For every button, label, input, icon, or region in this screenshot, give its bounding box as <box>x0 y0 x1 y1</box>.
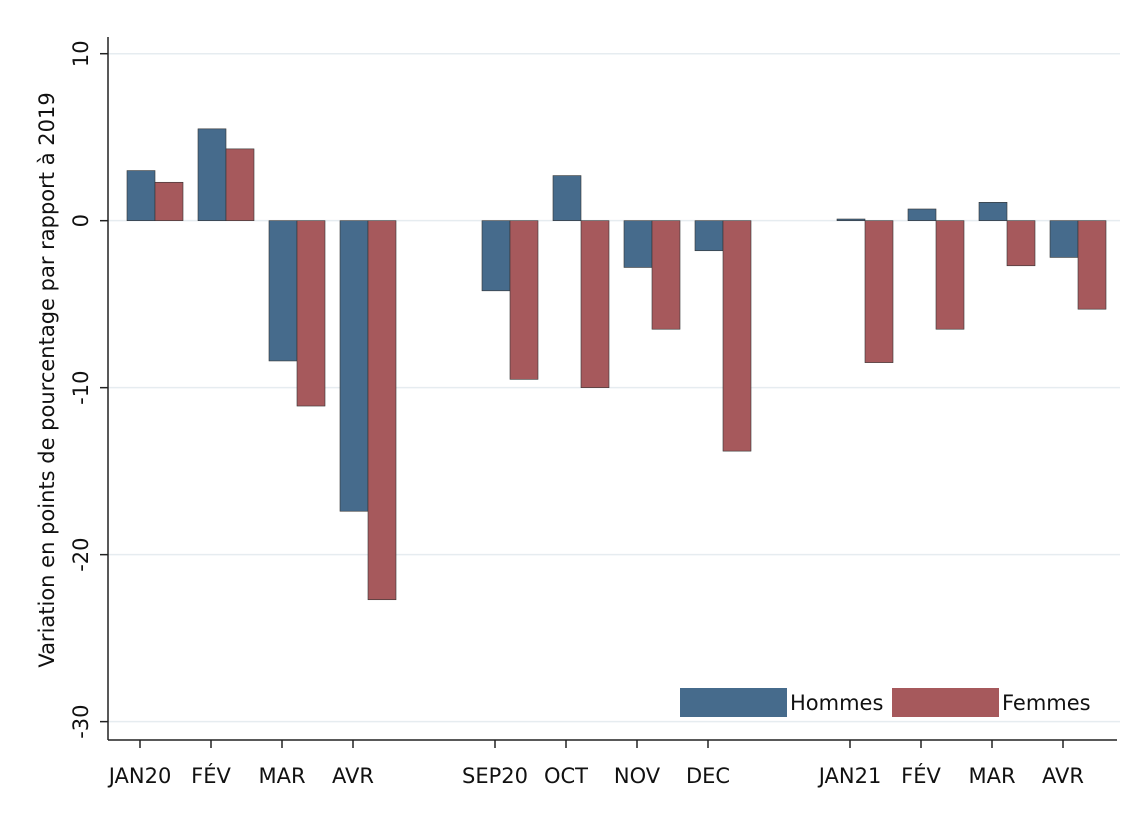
bar <box>296 220 326 407</box>
x-tick-label: SEP20 <box>462 764 528 788</box>
x-tick-label: AVR <box>332 764 374 788</box>
bar <box>509 220 539 380</box>
bar <box>978 202 1008 221</box>
bar <box>197 128 227 221</box>
bar <box>1049 220 1079 258</box>
bar <box>367 220 397 601</box>
bar <box>552 175 582 221</box>
bar <box>126 170 156 221</box>
bar <box>580 220 610 388</box>
bar <box>935 220 965 330</box>
bar <box>225 148 255 221</box>
y-tick-label: 10 <box>69 40 93 67</box>
x-tick-label: JAN20 <box>107 764 172 788</box>
y-tick-label: -10 <box>69 371 93 405</box>
y-tick-label: -30 <box>69 704 93 738</box>
bar <box>623 220 653 268</box>
x-tick-label: MAR <box>968 764 1015 788</box>
bar <box>694 220 724 252</box>
x-tick-label: FÉV <box>901 763 941 788</box>
x-tick-label: DEC <box>686 764 730 788</box>
bar <box>1006 220 1036 267</box>
bar <box>907 208 937 221</box>
x-tick-label: MAR <box>258 764 305 788</box>
y-tick-label: -20 <box>69 537 93 571</box>
x-tick-label: AVR <box>1042 764 1084 788</box>
x-tick-label: OCT <box>544 764 588 788</box>
x-tick-label: FÉV <box>191 763 231 788</box>
legend-swatch <box>892 688 999 717</box>
x-tick-label: NOV <box>614 764 661 788</box>
bar <box>651 220 681 330</box>
bar <box>722 220 752 452</box>
bar <box>1077 220 1107 310</box>
legend-label: Femmes <box>1002 691 1091 715</box>
bar <box>864 220 894 363</box>
bar <box>154 181 184 221</box>
legend-label: Hommes <box>790 691 883 715</box>
x-tick-label: JAN21 <box>817 764 882 788</box>
bar <box>836 218 866 221</box>
bar <box>339 220 369 512</box>
legend-swatch <box>680 688 787 717</box>
bar <box>481 220 511 292</box>
bar <box>268 220 298 362</box>
y-tick-label: 0 <box>69 214 93 227</box>
y-axis-label: Variation en points de pourcentage par r… <box>35 92 59 667</box>
